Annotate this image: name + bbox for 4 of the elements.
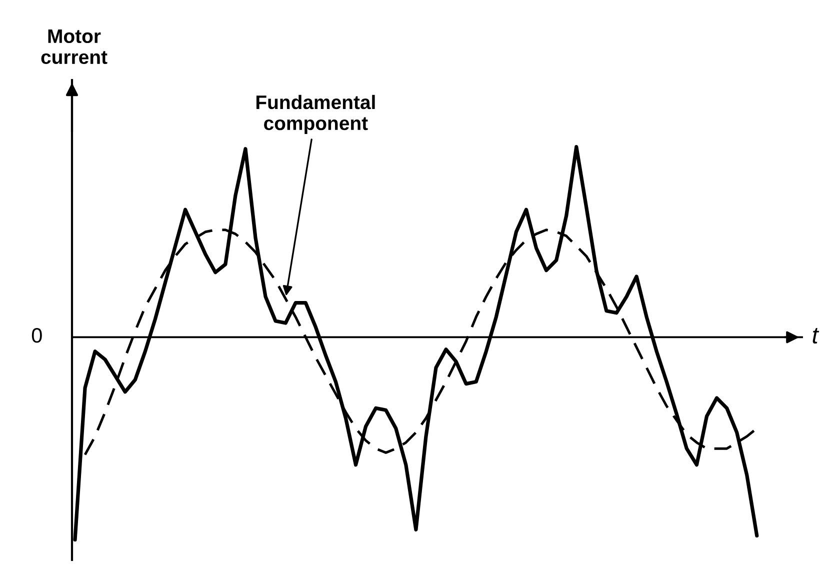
y-axis-title: Motor current xyxy=(41,29,108,64)
x-axis-title: t xyxy=(812,328,820,344)
text: Fundamental component xyxy=(256,94,375,134)
text: 0 xyxy=(32,328,42,343)
